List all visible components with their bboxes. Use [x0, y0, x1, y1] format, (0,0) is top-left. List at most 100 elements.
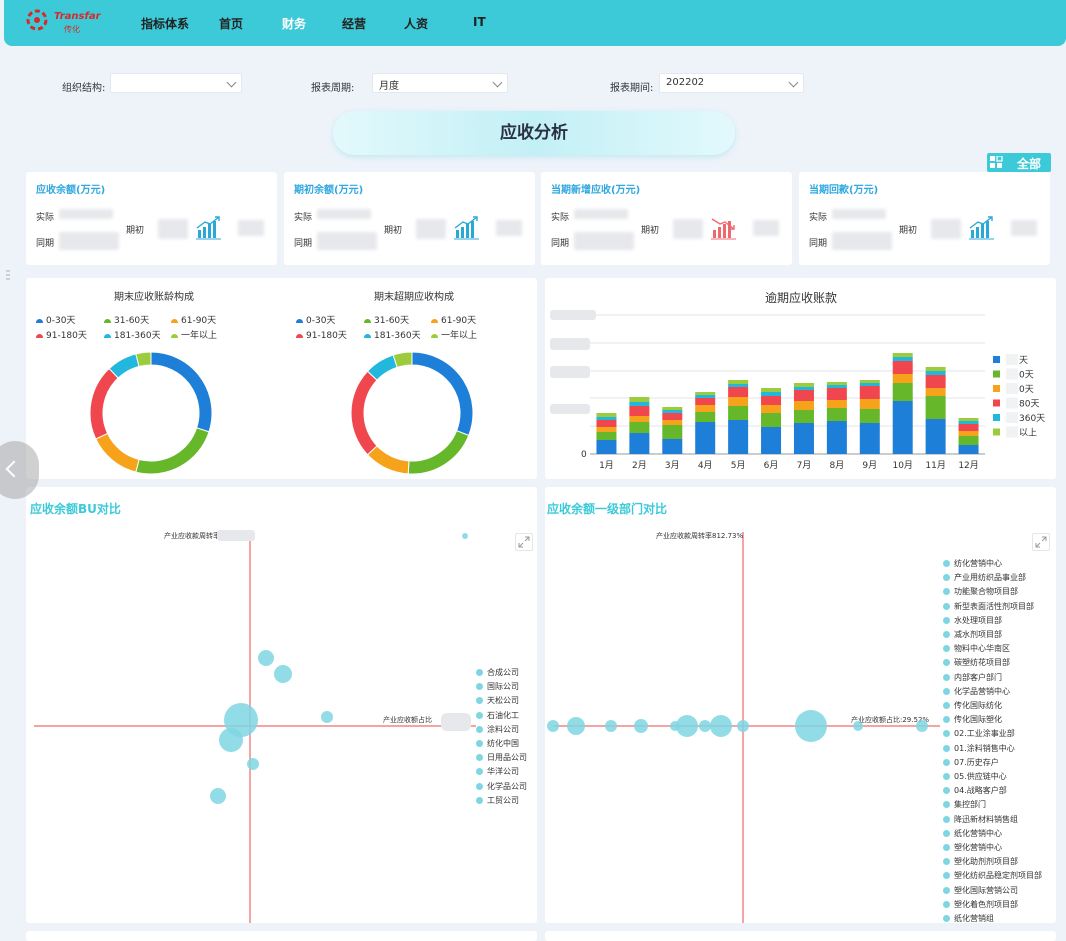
bar-segment[interactable]: [695, 405, 716, 412]
legend-item[interactable]: 91-180天: [36, 328, 87, 341]
bar-segment[interactable]: [892, 401, 913, 454]
legend-item[interactable]: 61-90天: [171, 313, 216, 326]
legend-item[interactable]: 降迅新材料销售组: [943, 813, 1042, 827]
scatter-point[interactable]: [916, 720, 928, 732]
bar-segment[interactable]: [662, 420, 683, 425]
nav-item-it[interactable]: IT: [473, 15, 486, 29]
aging-donut-slice[interactable]: [95, 432, 140, 473]
bar-segment[interactable]: [695, 398, 716, 405]
legend-item[interactable]: 碳塑纺花项目部: [943, 656, 1042, 670]
legend-item[interactable]: 化学品营销中心: [943, 685, 1042, 699]
bar-segment[interactable]: [629, 422, 650, 433]
bar-segment[interactable]: [958, 445, 979, 454]
legend-item[interactable]: 纺化中国: [476, 737, 527, 751]
overdue-donut-slice[interactable]: [407, 430, 470, 475]
bar-segment[interactable]: [761, 392, 782, 396]
legend-swatch[interactable]: [993, 414, 1000, 421]
collapse-sidebar-button[interactable]: [0, 441, 39, 499]
bar-segment[interactable]: [958, 436, 979, 445]
legend-swatch[interactable]: [993, 356, 1000, 363]
bar-segment[interactable]: [596, 427, 617, 432]
overdue-donut-slice[interactable]: [392, 351, 413, 368]
legend-item[interactable]: 07.历史存户: [943, 756, 1042, 770]
scatter-point[interactable]: [710, 715, 732, 737]
bar-segment[interactable]: [859, 423, 880, 454]
legend-item[interactable]: 合成公司: [476, 666, 527, 680]
legend-item[interactable]: 华洋公司: [476, 765, 527, 779]
legend-swatch[interactable]: [993, 385, 1000, 392]
legend-item[interactable]: 集控部门: [943, 798, 1042, 812]
aging-donut-slice[interactable]: [150, 351, 213, 433]
bar-segment[interactable]: [695, 422, 716, 454]
bar-segment[interactable]: [925, 367, 946, 371]
bar-segment[interactable]: [793, 387, 814, 390]
legend-item[interactable]: 一年以上: [431, 328, 477, 341]
bar-segment[interactable]: [695, 392, 716, 395]
bar-segment[interactable]: [629, 397, 650, 402]
bar-segment[interactable]: [892, 374, 913, 383]
legend-item[interactable]: 新型表面活性剂项目部: [943, 600, 1042, 614]
bar-segment[interactable]: [958, 431, 979, 436]
legend-item[interactable]: 纸化营销组: [943, 912, 1042, 926]
bar-segment[interactable]: [728, 380, 749, 384]
legend-item[interactable]: 化学品公司: [476, 780, 527, 794]
legend-item[interactable]: 纸化营销中心: [943, 827, 1042, 841]
legend-item[interactable]: 181-360天: [104, 328, 161, 341]
aging-donut-slice[interactable]: [89, 367, 119, 440]
legend-swatch[interactable]: [993, 428, 1000, 436]
bar-segment[interactable]: [826, 388, 847, 400]
bar-segment[interactable]: [925, 419, 946, 454]
legend-item[interactable]: 61-90天: [431, 313, 476, 326]
bar-segment[interactable]: [629, 416, 650, 422]
bar-segment[interactable]: [859, 386, 880, 399]
legend-item[interactable]: 日用品公司: [476, 751, 527, 765]
bar-segment[interactable]: [793, 423, 814, 454]
bar-segment[interactable]: [826, 382, 847, 385]
scatter-point[interactable]: [274, 665, 292, 683]
legend-item[interactable]: 塑化国际营销公司: [943, 884, 1042, 898]
legend-item[interactable]: 塑化着色剂项目部: [943, 898, 1042, 912]
bar-segment[interactable]: [728, 406, 749, 420]
legend-item[interactable]: 塑化助剂剂项目部: [943, 855, 1042, 869]
legend-item[interactable]: 181-360天: [364, 328, 421, 341]
scatter-point[interactable]: [462, 533, 468, 539]
legend-item[interactable]: 传化国际塑化: [943, 713, 1042, 727]
legend-swatch[interactable]: [993, 399, 1000, 407]
bar-segment[interactable]: [761, 413, 782, 427]
legend-item[interactable]: 水处理项目部: [943, 614, 1042, 628]
bar-segment[interactable]: [596, 432, 617, 440]
legend-item[interactable]: 塑化纺织品稳定剂项目部: [943, 869, 1042, 883]
bar-segment[interactable]: [892, 353, 913, 357]
bar-segment[interactable]: [859, 399, 880, 409]
aging-donut-slice[interactable]: [135, 427, 210, 475]
bar-segment[interactable]: [728, 384, 749, 387]
nav-item-indicators[interactable]: 指标体系: [141, 17, 190, 31]
bar-segment[interactable]: [826, 421, 847, 454]
nav-item-operation[interactable]: 经营: [342, 17, 367, 31]
bar-segment[interactable]: [859, 380, 880, 383]
scatter-point[interactable]: [853, 721, 863, 731]
bar-segment[interactable]: [793, 410, 814, 423]
legend-swatch[interactable]: [993, 370, 1000, 378]
legend-item[interactable]: 91-180天: [296, 328, 347, 341]
bar-segment[interactable]: [662, 407, 683, 410]
bar-segment[interactable]: [662, 413, 683, 420]
bar-segment[interactable]: [629, 433, 650, 454]
bar-segment[interactable]: [958, 418, 979, 421]
bar-segment[interactable]: [662, 425, 683, 439]
bar-segment[interactable]: [925, 371, 946, 375]
legend-item[interactable]: 31-60天: [364, 313, 409, 326]
bar-segment[interactable]: [761, 396, 782, 405]
expand-icon[interactable]: [1032, 533, 1050, 551]
bar-segment[interactable]: [596, 440, 617, 454]
legend-item[interactable]: 国际公司: [476, 680, 527, 694]
bar-segment[interactable]: [793, 390, 814, 401]
scatter-point[interactable]: [321, 711, 333, 723]
legend-item[interactable]: 天松公司: [476, 694, 527, 708]
scatter-point[interactable]: [737, 720, 749, 732]
bar-segment[interactable]: [859, 383, 880, 386]
bar-segment[interactable]: [629, 402, 650, 406]
org-select[interactable]: [110, 73, 242, 93]
bar-segment[interactable]: [826, 385, 847, 388]
bar-segment[interactable]: [662, 410, 683, 413]
